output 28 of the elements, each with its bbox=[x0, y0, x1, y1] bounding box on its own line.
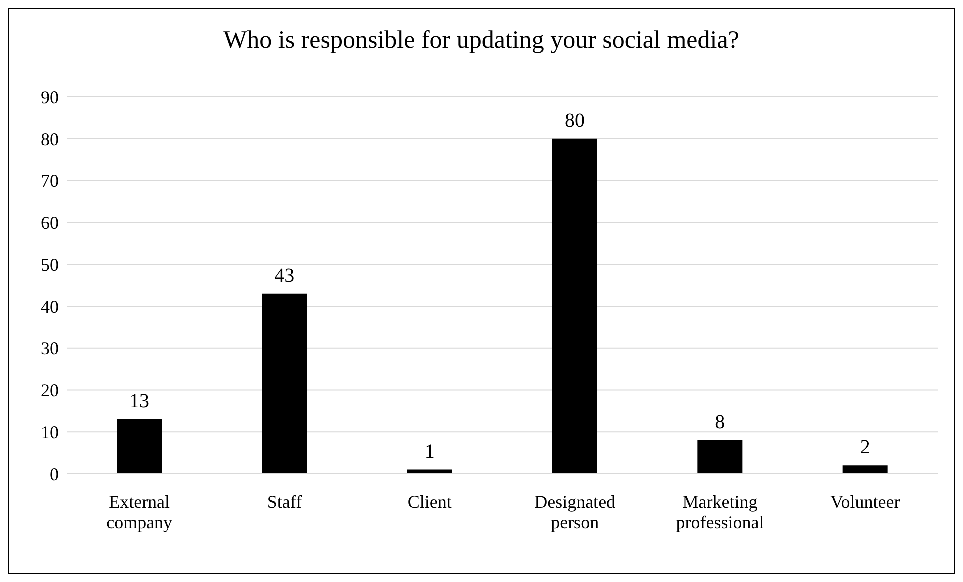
bar bbox=[117, 420, 162, 474]
data-label: 2 bbox=[860, 436, 870, 459]
y-tick-label: 80 bbox=[41, 129, 59, 150]
bar bbox=[262, 294, 308, 474]
data-label: 13 bbox=[130, 390, 150, 413]
x-tick-label: Volunteer bbox=[830, 492, 900, 512]
data-label: 1 bbox=[424, 440, 435, 463]
bar bbox=[552, 138, 598, 474]
data-label: 43 bbox=[274, 264, 295, 287]
y-tick-label: 0 bbox=[50, 464, 59, 484]
x-tick-label: Designated person bbox=[534, 492, 616, 533]
x-tick-label: External company bbox=[106, 492, 173, 533]
data-label: 80 bbox=[565, 110, 585, 132]
x-tick-label: Client bbox=[408, 492, 452, 512]
bar bbox=[698, 440, 743, 474]
y-tick-label: 90 bbox=[41, 87, 59, 108]
y-tick-label: 70 bbox=[41, 171, 59, 192]
y-tick-label: 30 bbox=[41, 338, 59, 359]
y-tick-label: 50 bbox=[41, 254, 59, 275]
chart-title: Who is responsible for updating your social media? bbox=[222, 27, 740, 55]
data-label: 8 bbox=[715, 411, 726, 434]
y-tick-label: 60 bbox=[41, 213, 59, 234]
x-tick-label: Marketing professional bbox=[676, 492, 764, 533]
x-tick-label: Staff bbox=[267, 492, 302, 512]
y-tick-label: 40 bbox=[41, 296, 59, 317]
bar bbox=[842, 466, 888, 474]
y-tick-label: 20 bbox=[41, 380, 59, 401]
y-tick-label: 10 bbox=[41, 422, 59, 442]
